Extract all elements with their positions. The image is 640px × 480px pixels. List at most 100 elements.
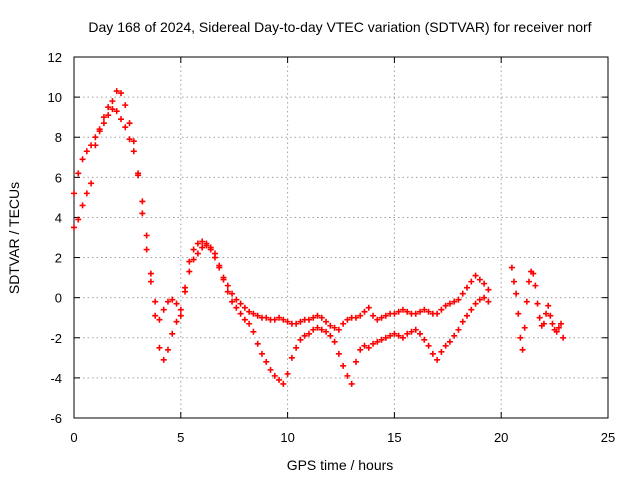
data-point: [464, 312, 471, 319]
data-point: [536, 314, 543, 321]
data-point: [177, 312, 184, 319]
data-point: [553, 328, 560, 335]
data-point: [472, 272, 479, 279]
data-point: [100, 114, 107, 121]
data-point: [280, 316, 287, 323]
data-point: [534, 300, 541, 307]
data-point: [79, 156, 86, 163]
data-point: [224, 282, 231, 289]
data-point: [92, 142, 99, 149]
data-point: [361, 308, 368, 315]
data-point: [391, 330, 398, 337]
data-point: [408, 328, 415, 335]
data-point: [105, 112, 112, 119]
data-point: [83, 148, 90, 155]
data-point: [254, 312, 261, 319]
data-point: [284, 318, 291, 325]
data-point: [130, 148, 137, 155]
y-tick-label: 10: [48, 90, 62, 105]
y-tick-label: 4: [55, 210, 62, 225]
data-point: [190, 246, 197, 253]
data-point: [327, 322, 334, 329]
data-point: [88, 180, 95, 187]
data-point: [404, 330, 411, 337]
data-point: [177, 306, 184, 313]
data-point: [113, 88, 120, 95]
data-point: [169, 330, 176, 337]
data-point: [288, 354, 295, 361]
data-point: [555, 324, 562, 331]
data-point: [327, 332, 334, 339]
data-point: [186, 258, 193, 265]
data-point: [455, 326, 462, 333]
data-point: [429, 350, 436, 357]
data-point: [547, 312, 554, 319]
data-point: [558, 320, 565, 327]
data-point: [513, 290, 520, 297]
data-point: [169, 296, 176, 303]
data-point: [293, 320, 300, 327]
data-point: [481, 294, 488, 301]
data-point: [417, 330, 424, 337]
data-point: [113, 108, 120, 115]
data-point: [395, 332, 402, 339]
data-point: [434, 356, 441, 363]
data-point: [481, 280, 488, 287]
data-point: [459, 318, 466, 325]
data-point: [519, 346, 526, 353]
data-point: [71, 190, 77, 197]
data-point: [357, 312, 364, 319]
data-point: [549, 320, 556, 327]
data-point: [79, 202, 86, 209]
data-point: [143, 246, 150, 253]
data-point: [331, 324, 338, 331]
data-point: [421, 306, 428, 313]
y-tick-label: -6: [50, 411, 62, 426]
data-point: [194, 250, 201, 257]
data-point: [560, 334, 567, 341]
data-point: [472, 300, 479, 307]
data-point: [263, 358, 270, 365]
data-point: [173, 300, 180, 307]
data-point: [521, 324, 528, 331]
x-tick-label: 25: [601, 430, 615, 445]
data-point: [382, 312, 389, 319]
data-point: [365, 344, 372, 351]
y-tick-label: -2: [50, 331, 62, 346]
data-point: [434, 310, 441, 317]
chart-title: Day 168 of 2024, Sidereal Day-to-day VTE…: [88, 19, 591, 35]
data-point: [96, 126, 103, 133]
data-point: [126, 120, 133, 127]
data-point: [412, 326, 419, 333]
data-point: [224, 288, 231, 295]
data-point: [109, 98, 116, 105]
data-point: [250, 328, 257, 335]
data-point: [374, 316, 381, 323]
data-point: [233, 296, 240, 303]
data-point: [476, 296, 483, 303]
data-point: [267, 366, 274, 373]
data-point: [135, 172, 142, 179]
data-point: [344, 316, 351, 323]
data-point: [451, 298, 458, 305]
data-point: [246, 320, 253, 327]
data-point: [378, 336, 385, 343]
data-point: [211, 250, 218, 257]
data-point: [220, 276, 227, 283]
data-point: [156, 316, 163, 323]
data-point: [374, 338, 381, 345]
data-point: [258, 350, 265, 357]
data-point: [417, 308, 424, 315]
data-point: [241, 304, 248, 311]
data-point: [378, 314, 385, 321]
data-point: [147, 270, 154, 277]
data-point: [517, 334, 524, 341]
data-point: [280, 380, 287, 387]
data-point: [459, 290, 466, 297]
data-point: [147, 278, 154, 285]
data-point: [100, 120, 107, 127]
data-point: [335, 350, 342, 357]
data-point: [143, 232, 150, 239]
y-tick-label: 2: [55, 251, 62, 266]
